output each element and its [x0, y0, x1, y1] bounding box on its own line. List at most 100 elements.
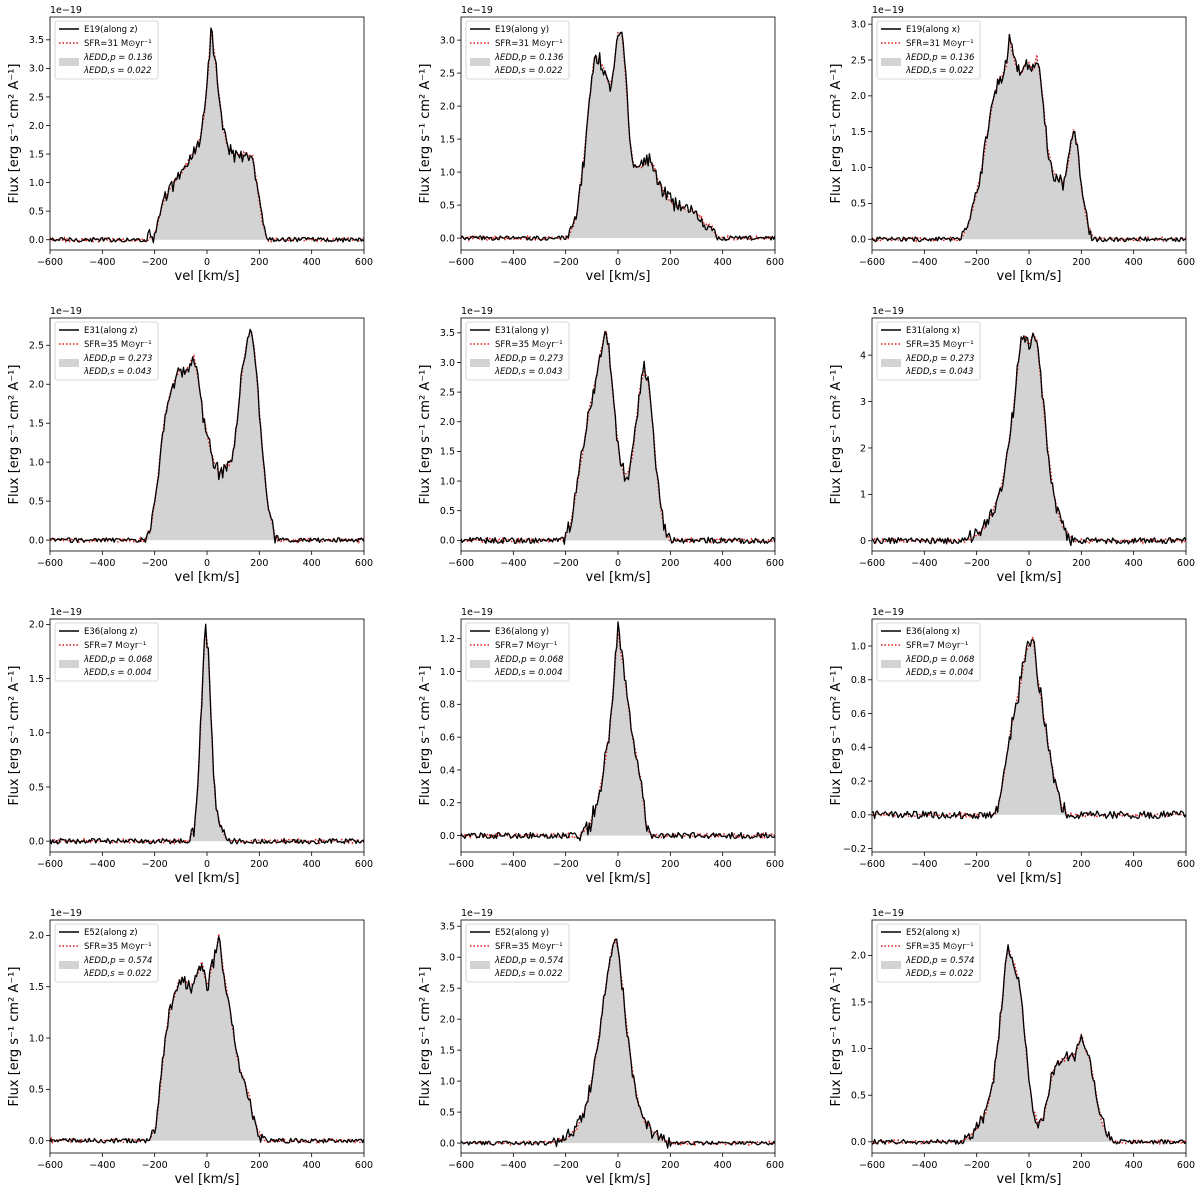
chart-panel: −600 −400 −200 0 200 400 600 0.0 0.5 1.0 1.5 2.0 2.5…	[411, 301, 811, 602]
x-tick-label: −600	[448, 1160, 474, 1171]
chart-svg: −600 −400 −200 0 200 400 600 0 1 2 3 4 1e−19 vel [km/…	[829, 306, 1195, 585]
legend-line-label: E52(along y)	[495, 928, 549, 938]
legend-fill-label-p: λEDD,p = 0.273	[905, 354, 974, 364]
x-tick-label: −200	[142, 257, 168, 268]
axis-offset-text: 1e−19	[461, 908, 493, 919]
axis-offset-text: 1e−19	[50, 306, 82, 317]
y-tick-label: 2.5	[851, 55, 866, 66]
chart-panel: −600 −400 −200 0 200 400 600 0.0 0.2 0.4 0.6 0.8 1.0…	[411, 602, 811, 903]
chart-svg: −600 −400 −200 0 200 400 600 0.0 0.5 1.0 1.5 2.0 1e−…	[829, 908, 1195, 1187]
chart-svg: −600 −400 −200 0 200 400 600 0.0 0.2 0.4 0.6 0.8 1.0…	[418, 607, 784, 886]
legend-line-label: E19(along y)	[495, 25, 549, 35]
y-tick-label: 0.5	[440, 200, 455, 211]
y-tick-label: 1.0	[851, 641, 866, 652]
emission-fill-area	[50, 30, 364, 240]
x-tick-label: 400	[1125, 859, 1143, 870]
legend-fill-label-p: λEDD,p = 0.136	[494, 53, 564, 63]
x-tick-label: −600	[448, 257, 474, 268]
x-tick-label: 400	[303, 859, 321, 870]
legend-fill-label-s: λEDD,s = 0.004	[905, 668, 973, 678]
y-tick-label: 2.0	[29, 121, 44, 132]
plot-area	[461, 937, 775, 1149]
y-tick-label: 0.4	[851, 743, 866, 754]
legend-fill-label-p: λEDD,p = 0.574	[905, 956, 974, 966]
axis-offset-text: 1e−19	[50, 908, 82, 919]
y-axis-label: Flux [erg s⁻¹ cm² A⁻¹]	[829, 365, 844, 505]
emission-fill-area	[872, 332, 1186, 541]
x-tick-label: 600	[1177, 1160, 1195, 1171]
legend-fill-label-s: λEDD,s = 0.004	[83, 668, 151, 678]
y-tick-label: 0.0	[29, 836, 44, 847]
y-tick-label: 0.0	[29, 235, 44, 246]
spectrum-line	[461, 938, 775, 1149]
y-tick-label: 1	[860, 490, 866, 501]
plot-area	[461, 31, 775, 243]
x-tick-label: 200	[661, 558, 679, 569]
y-tick-label: 0.5	[29, 496, 44, 507]
emission-fill-area	[872, 947, 1186, 1142]
axis-offset-text: 1e−19	[872, 908, 904, 919]
x-tick-label: −600	[859, 257, 885, 268]
y-tick-label: 0.6	[851, 709, 866, 720]
y-tick-label: 0.5	[29, 782, 44, 793]
chart-panel: −600 −400 −200 0 200 400 600 0.0 0.5 1.0 1.5 2.0 1e−…	[822, 903, 1200, 1204]
y-tick-label: 3.0	[29, 64, 44, 75]
x-tick-label: −400	[89, 558, 115, 569]
legend: E31(along y) SFR=35 M⊙yr⁻¹ λEDD,p = 0.273 λ…	[465, 321, 570, 381]
y-tick-label: 3	[860, 397, 866, 408]
y-tick-label: 1.5	[851, 997, 866, 1008]
x-tick-label: −600	[859, 558, 885, 569]
axis-offset-text: 1e−19	[461, 5, 493, 16]
y-tick-label: 2.0	[29, 620, 44, 631]
legend-fill-swatch	[470, 58, 490, 66]
y-tick-label: 0.0	[440, 831, 455, 842]
x-tick-label: 600	[355, 558, 373, 569]
legend-box	[465, 923, 570, 983]
y-tick-label: 0.5	[29, 206, 44, 217]
y-tick-label: 2.5	[440, 68, 455, 79]
emission-fill-area	[461, 32, 775, 239]
plot-area	[50, 623, 364, 846]
plot-area	[872, 944, 1186, 1146]
legend: E19(along z) SFR=31 M⊙yr⁻¹ λEDD,p = 0.136 λ…	[54, 20, 159, 80]
x-tick-label: −600	[37, 859, 63, 870]
x-tick-label: −400	[911, 1160, 937, 1171]
legend-box	[876, 321, 981, 381]
y-axis-label: Flux [erg s⁻¹ cm² A⁻¹]	[418, 967, 433, 1107]
legend-fit-label: SFR=35 M⊙yr⁻¹	[495, 340, 563, 350]
y-tick-label: 0.4	[440, 765, 455, 776]
x-tick-label: −600	[448, 558, 474, 569]
y-tick-label: 1.5	[29, 149, 44, 160]
legend-fit-label: SFR=31 M⊙yr⁻¹	[84, 39, 152, 49]
legend: E31(along x) SFR=35 M⊙yr⁻¹ λEDD,p = 0.273 λ…	[876, 321, 981, 381]
y-tick-label: 1.0	[440, 476, 455, 487]
x-axis-label: vel [km/s]	[586, 871, 651, 886]
y-tick-label: 2.0	[29, 380, 44, 391]
legend-fit-label: SFR=35 M⊙yr⁻¹	[906, 340, 974, 350]
x-tick-label: 0	[615, 1160, 621, 1171]
legend: E31(along z) SFR=35 M⊙yr⁻¹ λEDD,p = 0.273 λ…	[54, 321, 159, 381]
x-tick-label: 200	[1072, 558, 1090, 569]
y-tick-label: 0.5	[29, 1085, 44, 1096]
y-tick-label: 0.0	[440, 536, 455, 547]
legend: E36(along z) SFR=7 M⊙yr⁻¹ λEDD,p = 0.068 λE…	[54, 622, 159, 682]
spectrum-line	[872, 639, 1186, 820]
legend-line-label: E52(along z)	[84, 928, 138, 938]
legend-fill-label-s: λEDD,s = 0.043	[905, 367, 973, 377]
axis-offset-text: 1e−19	[461, 306, 493, 317]
y-tick-label: 3.5	[29, 35, 44, 46]
chart-svg: −600 −400 −200 0 200 400 600 0.0 0.5 1.0 1.5 2.0 2.5…	[418, 908, 784, 1187]
y-tick-label: 2	[860, 443, 866, 454]
x-tick-label: −200	[964, 257, 990, 268]
legend-fill-label-s: λEDD,s = 0.043	[83, 367, 151, 377]
legend-line-label: E36(along z)	[84, 627, 138, 637]
x-tick-label: 0	[615, 859, 621, 870]
legend-box	[876, 923, 981, 983]
plot-area	[461, 621, 775, 842]
chart-panel: −600 −400 −200 0 200 400 600 −0.2 0.0 0.2 0.4 0.6 0.…	[822, 602, 1200, 903]
x-axis-label: vel [km/s]	[997, 871, 1062, 886]
legend-fill-swatch	[470, 660, 490, 668]
x-tick-label: −400	[89, 1160, 115, 1171]
x-tick-label: 200	[661, 1160, 679, 1171]
x-tick-label: 200	[250, 859, 268, 870]
